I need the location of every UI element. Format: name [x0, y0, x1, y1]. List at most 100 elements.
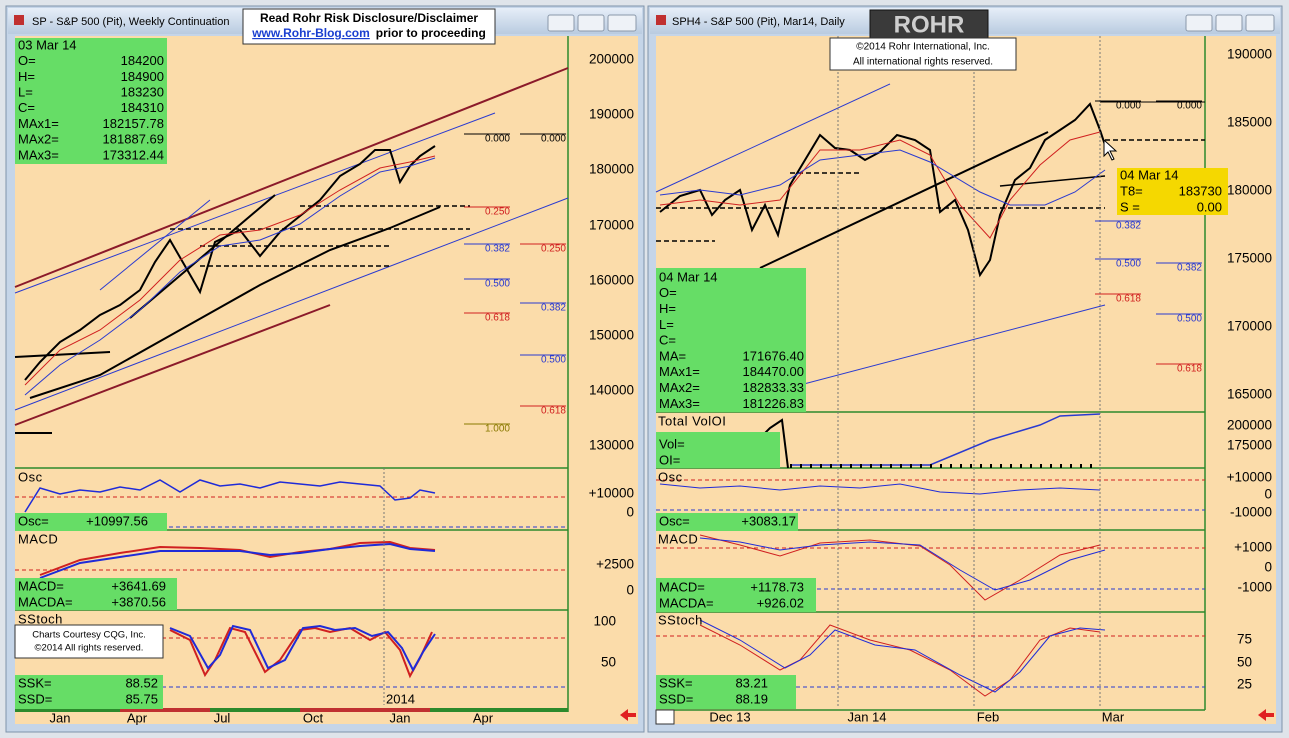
level-label: 1.000	[485, 424, 510, 435]
readout-label: MA=	[659, 348, 686, 363]
panel-label: SStoch	[658, 612, 703, 627]
channel-line	[799, 304, 1106, 386]
macd-line	[39, 542, 436, 579]
disclaimer-line: www.Rohr-Blog.com prior to proceeding	[251, 26, 486, 40]
month-label: Jan 14	[847, 709, 886, 724]
maximize-button[interactable]	[1215, 14, 1243, 32]
scroll-box[interactable]	[655, 709, 675, 725]
readout-label: C=	[659, 333, 676, 348]
close-button[interactable]	[1245, 14, 1275, 32]
date-strip	[300, 708, 430, 712]
marker-label: T8=	[1120, 183, 1143, 198]
right-price-drawing	[655, 83, 1205, 386]
disclaimer-title: Read Rohr Risk Disclosure/Disclaimer	[260, 11, 478, 25]
price-path	[24, 145, 436, 381]
readout-label: MAx1=	[18, 116, 59, 131]
axis-label: -1000	[1237, 580, 1272, 595]
month-label: Apr	[127, 710, 148, 725]
readout-box	[15, 675, 163, 709]
readout-value: 88.52	[125, 675, 158, 690]
axis-label: 140000	[589, 383, 634, 398]
axis-label: 50	[601, 655, 616, 670]
disclaimer-box	[242, 8, 496, 45]
level-label: 0.382	[1177, 263, 1202, 274]
axis-label: 180000	[589, 162, 634, 177]
maximize-button[interactable]	[577, 14, 605, 32]
channel-line	[14, 112, 496, 294]
axis-label: 170000	[589, 218, 634, 233]
axis-label: +10000	[589, 486, 634, 501]
axis-label: 200000	[589, 52, 634, 67]
level-label: 0.000	[485, 134, 510, 145]
axis-label: 0	[626, 583, 634, 598]
level-label: 0.618	[1177, 364, 1202, 375]
axis-label: 50	[1237, 655, 1252, 670]
readout-value: +1178.73	[750, 579, 804, 594]
trend-line	[759, 131, 1049, 269]
marker-value: 0.00	[1197, 199, 1222, 214]
moving-average	[659, 149, 1106, 206]
window-title: SP - S&P 500 (Pit), Weekly Continuation	[32, 16, 230, 28]
month-label: Oct	[303, 710, 324, 725]
axis-label: 190000	[1227, 47, 1272, 62]
level-label: 0.500	[1177, 314, 1202, 325]
price-path	[659, 102, 1107, 278]
readout-value: 173312.44	[103, 147, 164, 162]
readout-value: +3083.17	[741, 513, 796, 528]
trend-line	[14, 304, 331, 426]
app-icon	[14, 15, 24, 25]
level-label: 0.250	[485, 207, 510, 218]
readout-value: +926.02	[757, 595, 804, 610]
year-label: 2014	[386, 691, 415, 706]
axis-label: 175000	[1227, 438, 1272, 453]
date-strip	[15, 708, 568, 712]
readout-value: +10997.56	[86, 513, 148, 528]
readout-label: MAx3=	[659, 396, 700, 411]
close-button[interactable]	[607, 14, 637, 32]
level-label: 0.382	[541, 303, 566, 314]
disclaimer-suffix: prior to proceeding	[376, 26, 486, 40]
readout-label: MACDA=	[659, 595, 714, 610]
month-label: Mar	[1102, 709, 1125, 724]
right-indicators	[656, 36, 1205, 708]
level-label: 0.000	[541, 134, 566, 145]
readout-value: 83.21	[735, 675, 768, 690]
readout-label: SSD=	[18, 691, 52, 706]
axis-label: 25	[1237, 677, 1252, 692]
readout-label: SSD=	[659, 691, 693, 706]
channel-line	[14, 197, 569, 411]
readout-label: Osc=	[659, 513, 690, 528]
moving-average	[29, 206, 441, 399]
scroll-arrow[interactable]	[1258, 709, 1274, 721]
month-label: Apr	[473, 710, 494, 725]
axis-label: 100	[593, 614, 616, 629]
readout-label: H=	[18, 69, 35, 84]
scroll-arrow[interactable]	[620, 709, 636, 721]
readout-label: H=	[659, 301, 676, 316]
left-price-drawing	[14, 67, 569, 434]
macd-line	[699, 537, 1106, 591]
axis-label: 0	[1264, 487, 1272, 502]
readout-label: O=	[18, 53, 36, 68]
app-icon	[656, 15, 666, 25]
readout-label: MAx1=	[659, 364, 700, 379]
readout-label: MACDA=	[18, 594, 73, 609]
logo-box	[869, 9, 989, 41]
disclaimer-link[interactable]: www.Rohr-Blog.com	[251, 26, 370, 40]
level-label: 0.000	[1116, 101, 1141, 112]
moving-average	[24, 157, 436, 396]
readout-value: 184200	[121, 53, 164, 68]
trend-line	[14, 351, 111, 358]
minimize-button[interactable]	[1185, 14, 1213, 32]
readout-box	[15, 513, 167, 531]
level-label: 0.618	[541, 406, 566, 417]
axis-label: 165000	[1227, 387, 1272, 402]
readout-box	[15, 578, 177, 610]
readout-label: OI=	[659, 452, 680, 467]
axis-label: 160000	[589, 273, 634, 288]
axis-label: 180000	[1227, 183, 1272, 198]
mouse-cursor	[1103, 138, 1118, 161]
axis-label: +1000	[1234, 540, 1272, 555]
minimize-button[interactable]	[547, 14, 575, 32]
